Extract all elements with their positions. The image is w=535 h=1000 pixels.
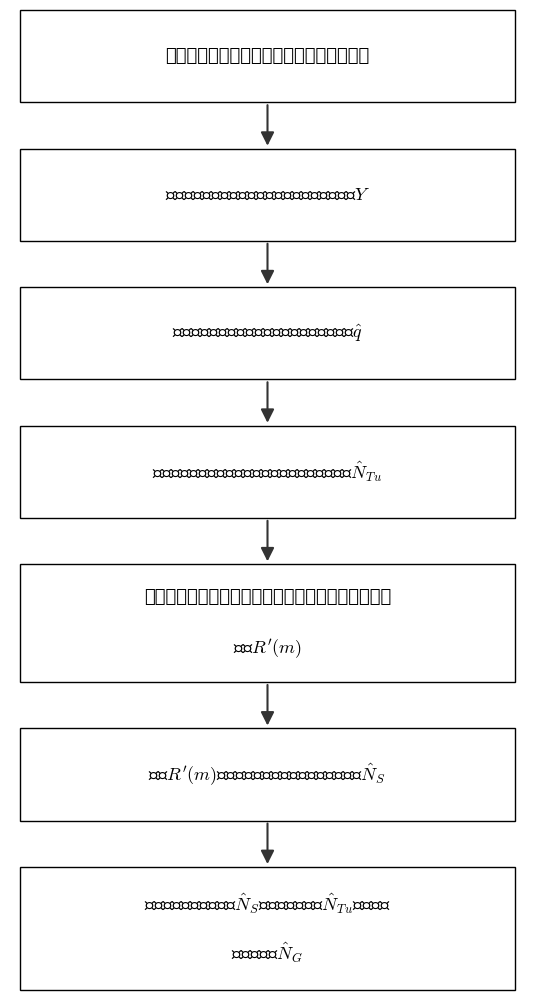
Text: 计算$R'(m)$的循环自相关函数，估计符号总长度$\hat{N}_S$: 计算$R'(m)$的循环自相关函数，估计符号总长度$\hat{N}_S$ [149,762,386,787]
Bar [20,867,515,990]
Text: 计算信号的相关系数函数序列，估计有效数据长度$\hat{N}_{Tu}$: 计算信号的相关系数函数序列，估计有效数据长度$\hat{N}_{Tu}$ [152,460,383,484]
Bar [20,10,515,102]
Bar [20,149,515,241]
Text: 设计一个最佳余弦滚降滤波器，估计过采样率$\hat{q}$: 设计一个最佳余弦滚降滤波器，估计过采样率$\hat{q}$ [172,323,363,344]
Bar [20,564,515,682]
Text: 利用估计的符号总长度$\hat{N}_S$与有效数据长度$\hat{N}_{Tu}$，估计循: 利用估计的符号总长度$\hat{N}_S$与有效数据长度$\hat{N}_{Tu… [144,892,391,916]
Bar [20,287,515,379]
Bar [20,426,515,518]
Text: 得到$R'(m)$: 得到$R'(m)$ [233,637,302,661]
Text: 环前缀长度$\hat{N}_G$: 环前缀长度$\hat{N}_G$ [231,941,304,965]
Text: 根据接收到的信号，估计出信号的功率谱；: 根据接收到的信号，估计出信号的功率谱； [165,47,370,65]
Text: 计算信号的移动自相关函数序列，并对其进行预处理: 计算信号的移动自相关函数序列，并对其进行预处理 [144,588,391,606]
Bar [20,728,515,821]
Text: 对估计出的功率谱进行小波消噪，得到数据序列$\mathit{Y}$: 对估计出的功率谱进行小波消噪，得到数据序列$\mathit{Y}$ [165,186,370,204]
